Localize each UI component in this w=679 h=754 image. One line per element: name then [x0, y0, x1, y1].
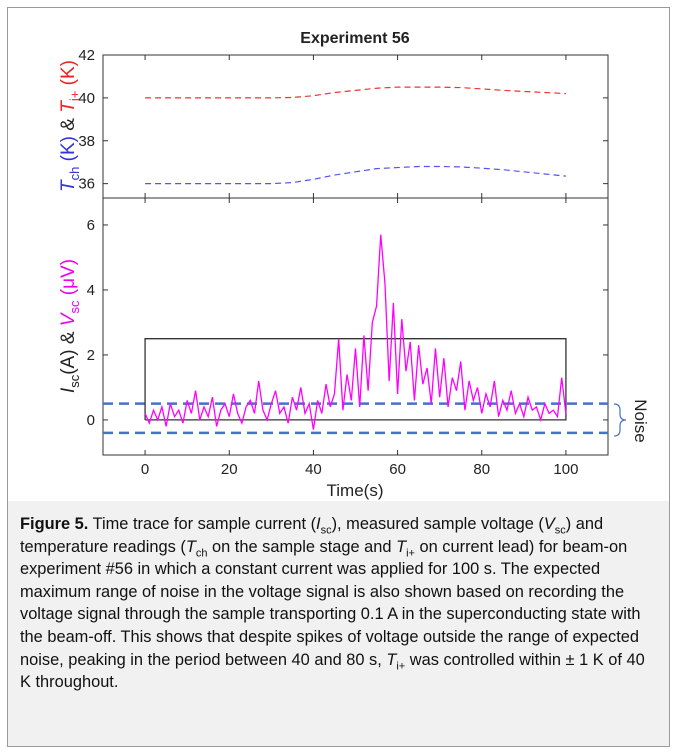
label-part: sc [67, 374, 82, 388]
plot-area [102, 197, 609, 456]
label-part: sc [67, 300, 82, 314]
chart-title: Experiment 56 [300, 30, 409, 47]
caption-text: sc [320, 524, 332, 537]
caption-text: I [316, 515, 321, 533]
y-tick-label: 36 [78, 176, 95, 193]
caption-text: T [396, 537, 407, 556]
noise-brace [613, 403, 627, 437]
label-part: (A) [58, 349, 79, 374]
caption-text: sc [554, 524, 566, 537]
label-part: (K) [58, 60, 79, 85]
series-line [145, 86, 566, 99]
y-tick-label: 4 [87, 282, 95, 299]
label-part: & [58, 331, 79, 344]
caption-text: on the sample stage and [207, 537, 397, 556]
caption-text: ch [195, 546, 208, 559]
caption-text: T [185, 537, 196, 556]
figure-frame [7, 7, 670, 747]
label-part: & [58, 118, 79, 131]
label-part: (K) [58, 136, 79, 161]
caption-text: i+ [396, 659, 406, 672]
caption-text: i+ [406, 546, 415, 559]
x-axis-label: Time(s) [327, 481, 384, 500]
noise-label: Noise [631, 399, 650, 442]
y-tick-label: 40 [78, 90, 95, 107]
label-part: ch [67, 167, 82, 181]
caption-text: V [543, 515, 555, 533]
caption-text: ), measured sample voltage ( [331, 515, 544, 533]
caption-text: was controlled within ± 1 K of 40 K thro… [20, 650, 645, 692]
label-part: (μV) [58, 259, 79, 295]
x-tick-label: 80 [473, 461, 490, 478]
series-line [144, 234, 567, 430]
plot-area [102, 54, 609, 199]
x-tick-label: 60 [389, 461, 406, 478]
x-tick-label: 100 [553, 461, 578, 478]
x-tick-label: 0 [141, 461, 149, 478]
label-part: I [58, 387, 79, 393]
y-tick-label: 0 [87, 412, 95, 429]
label-part: V [58, 311, 79, 326]
caption: Figure 5. Time trace for sample current … [8, 501, 669, 746]
label-part: i+ [67, 91, 82, 101]
series-line [145, 165, 566, 185]
y-axis-label: Tch (K) & Ti+ (K) [58, 60, 82, 192]
caption-text: Time trace for sample current ( [88, 515, 317, 533]
caption-text: on current lead) for beam-on experiment … [20, 537, 641, 669]
y-tick-label: 2 [87, 347, 95, 364]
caption-text: ) and temperature readings ( [20, 515, 604, 556]
y-tick-label: 42 [78, 47, 95, 64]
caption-label: Figure 5. [20, 515, 89, 533]
y-tick-label: 38 [78, 133, 95, 150]
y-tick-label: 6 [87, 217, 95, 234]
x-tick-label: 40 [305, 461, 322, 478]
x-tick-label: 20 [221, 461, 238, 478]
y-axis-label: Isc(A) & Vsc (μV) [58, 259, 82, 393]
series-line [144, 338, 567, 421]
caption-text: T [386, 650, 397, 669]
label-part: T [58, 179, 79, 192]
chart: Experiment 56 Tch (K) & Ti+ (K) Isc(A) &… [58, 30, 650, 500]
label-part: T [58, 100, 79, 113]
